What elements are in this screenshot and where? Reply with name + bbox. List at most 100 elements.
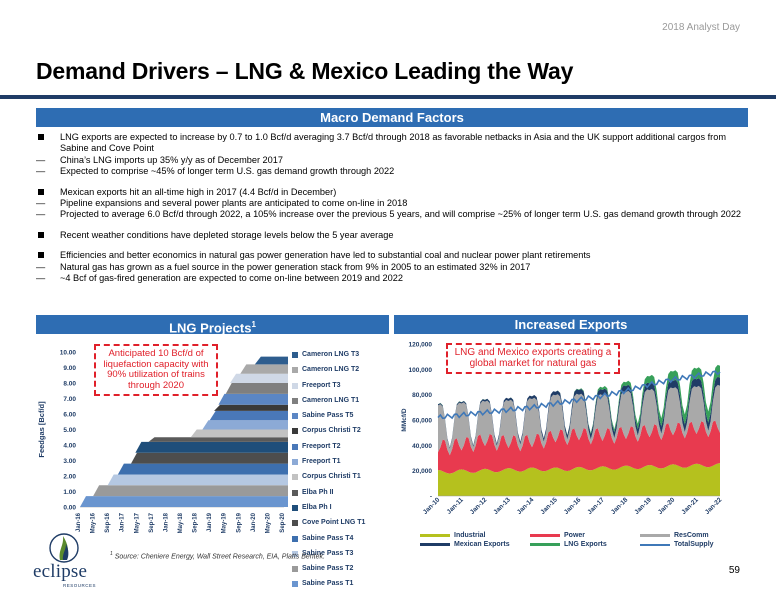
bullet-text: LNG exports are expected to increase by … — [60, 132, 726, 154]
lng-heading-sup: 1 — [251, 320, 256, 329]
legend-item: Cameron LNG T3 — [292, 350, 392, 365]
y-tick-label: 4.00 — [63, 443, 76, 450]
exports-heading: Increased Exports — [514, 317, 628, 332]
legend-swatch — [420, 534, 450, 537]
lng-band-freeport-t3 — [230, 373, 288, 383]
legend-label: Elba Ph I — [302, 503, 332, 511]
legend-item: TotalSupply — [638, 540, 748, 549]
legend-label: TotalSupply — [674, 541, 714, 548]
eclipse-logo-icon — [49, 533, 79, 563]
x-tick-label: May-18 — [178, 512, 184, 533]
bullet: Mexican exports hit an all-time high in … — [36, 187, 748, 198]
lng-band-cove-point-lng-t1 — [131, 452, 288, 464]
dash-icon: — — [36, 209, 46, 220]
sub-bullet-text: Pipeline expansions and several power pl… — [60, 198, 408, 209]
x-tick-label: Jan-20 — [251, 512, 257, 532]
exports-legend: Industrial Power ResComm Mexican Exports LNG… — [418, 531, 748, 549]
legend-swatch — [292, 459, 298, 466]
lng-band-sabine-pass-t1 — [80, 496, 288, 507]
legend-swatch — [292, 352, 298, 358]
exports-heading-bar: Increased Exports — [394, 315, 748, 334]
legend-swatch — [530, 543, 560, 546]
legend-item: Sabine Pass T1 — [292, 579, 392, 594]
sub-bullet: — China’s LNG imports up 35% y/y as of De… — [36, 155, 748, 166]
sub-bullet-text: Projected to average 6.0 Bcf/d through 2… — [60, 209, 742, 220]
x-tick-label: Jan-17 — [120, 512, 126, 532]
y-axis-label: Feedgas [Bcf/d] — [37, 401, 46, 458]
x-tick-label: Jan-19 — [207, 512, 213, 532]
lng-legend: Cameron LNG T3 Cameron LNG T2 Freeport T3 C… — [292, 350, 392, 595]
event-tag: 2018 Analyst Day — [662, 22, 740, 33]
area-industrial — [438, 463, 720, 496]
x-tick-label: Sep-18 — [193, 512, 199, 532]
legend-label: Cameron LNG T1 — [302, 396, 360, 404]
y-tick-label: 100,000 — [409, 367, 433, 374]
legend-item: Cameron LNG T1 — [292, 396, 392, 411]
legend-swatch — [420, 543, 450, 546]
legend-label: Corpus Christi T1 — [302, 473, 361, 481]
legend-label: Power — [564, 532, 586, 539]
dash-icon: — — [36, 198, 46, 209]
dash-icon: — — [36, 154, 46, 165]
sub-bullet: — Natural gas has grown as a fuel source … — [36, 262, 748, 273]
legend-item: Power — [528, 531, 638, 540]
lng-band-elba-ph-ii — [148, 437, 288, 442]
y-tick-label: 40,000 — [412, 443, 432, 450]
legend-item: Freeport T3 — [292, 381, 392, 396]
bullet-text: Recent weather conditions have depleted … — [60, 229, 394, 240]
lng-callout: Anticipated 10 Bcf/d of liquefaction cap… — [94, 344, 218, 397]
y-tick-label: 60,000 — [412, 418, 432, 425]
legend-swatch — [640, 544, 670, 546]
legend-swatch — [292, 443, 298, 450]
line-total-supply — [437, 370, 721, 420]
x-tick-label: Jan-14 — [516, 496, 536, 516]
page-title: Demand Drivers – LNG & Mexico Leading th… — [36, 58, 574, 84]
y-tick-label: 2.00 — [63, 474, 76, 481]
footnote-text: Source: Cheniere Energy, Wall Street Res… — [114, 553, 325, 561]
x-tick-label: Sep-16 — [105, 512, 111, 532]
area-rescomm — [438, 384, 720, 456]
legend-swatch — [292, 504, 298, 511]
bullet-group: Recent weather conditions have depleted … — [36, 230, 748, 241]
legend-label: Sabine Pass T3 — [302, 549, 354, 557]
x-tick-label: Jan-18 — [163, 512, 169, 532]
increased-exports-chart: - 20,000 40,000 60,000 80,000 100,000 120,000 M… — [401, 342, 724, 516]
area-mexican-exports — [438, 376, 720, 449]
legend-swatch — [292, 489, 298, 496]
legend-item: Mexican Exports — [418, 540, 528, 549]
lng-band-sabine-pass-t5 — [218, 393, 288, 405]
x-tick-label: May-16 — [91, 512, 97, 533]
legend-label: Sabine Pass T2 — [302, 565, 354, 573]
legend-swatch — [292, 581, 298, 588]
legend-item: Sabine Pass T4 — [292, 534, 392, 549]
logo-wordmark: eclipse — [33, 561, 88, 582]
legend-label: Freeport T2 — [302, 442, 341, 450]
legend-row: Mexican Exports LNG Exports TotalSupply — [418, 540, 748, 549]
x-tick-label: May-20 — [265, 512, 271, 533]
x-tick-label: Jan-15 — [539, 496, 559, 516]
x-tick-label: Jan-17 — [586, 496, 606, 516]
logo-subtitle: RESOURCES — [63, 583, 97, 588]
legend-label: Mexican Exports — [454, 541, 510, 548]
y-tick-label: - — [430, 494, 432, 501]
y-tick-label: 0.00 — [63, 505, 76, 512]
bullet-group: Efficiencies and better economics in nat… — [36, 250, 748, 284]
dash-icon: — — [36, 166, 46, 177]
legend-item: Sabine Pass T2 — [292, 564, 392, 579]
legend-swatch — [292, 550, 298, 557]
legend-label: Elba Ph II — [302, 488, 334, 496]
sub-bullet-text: China’s LNG imports up 35% y/y as of Dec… — [60, 154, 283, 165]
legend-item: Elba Ph I — [292, 503, 392, 518]
x-tick-label: Jan-16 — [76, 512, 82, 532]
legend-item: Corpus Christi T2 — [292, 426, 392, 441]
sub-bullet-text: Expected to comprise ~45% of longer term… — [60, 166, 395, 177]
area-lng-exports — [438, 364, 720, 448]
legend-item: Sabine Pass T3 — [292, 549, 392, 564]
legend-item: Freeport T1 — [292, 457, 392, 472]
legend-swatch — [640, 534, 670, 537]
title-rule — [0, 95, 776, 99]
sub-bullet-text: ~4 Bcf of gas-fired generation are expec… — [60, 273, 403, 284]
legend-label: ResComm — [674, 532, 709, 539]
x-tick-label: Jan-13 — [492, 496, 512, 516]
